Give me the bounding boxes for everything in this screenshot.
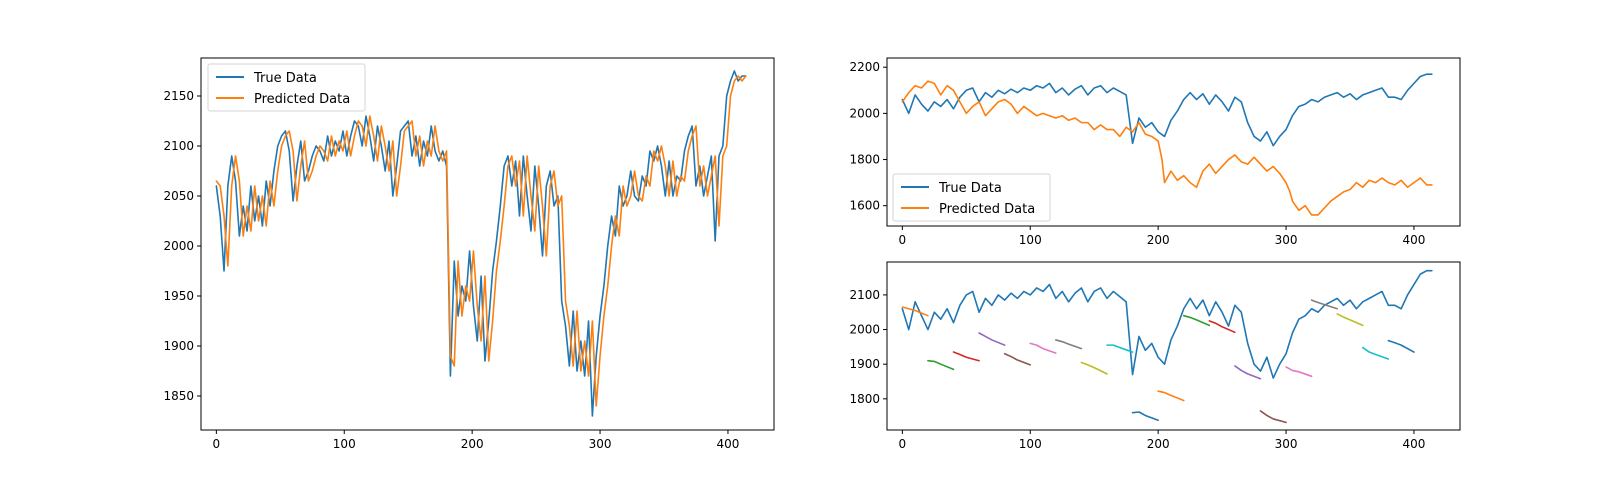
chart-left-y-tick-label: 1950 (163, 289, 194, 303)
chart-left-y-tick-label: 1900 (163, 339, 194, 353)
chart-right-top-x-axis: 0 100 200 300 400 (899, 226, 1426, 247)
chart-right-bottom-x-tick-label: 400 (1403, 437, 1426, 451)
chart-right-bottom-prediction-segment-8 (1080, 361, 1108, 375)
chart-left: 0 100 200 300 400 1850 1900 1950 2000 2050 2100 21… (163, 57, 775, 451)
chart-left-x-tick-label: 200 (461, 437, 484, 451)
chart-right-bottom-y-tick-label: 2100 (849, 288, 880, 302)
chart-right-bottom-prediction-segment-15 (1259, 410, 1287, 424)
chart-right-bottom-y-axis: 1800 1900 2000 2100 (849, 288, 887, 406)
chart-right-bottom-y-tick-label: 1800 (849, 392, 880, 406)
chart-left-x-tick-label: 300 (589, 437, 612, 451)
chart-right-top-y-tick-label: 2000 (849, 106, 880, 120)
chart-left-legend: True Data Predicted Data (207, 63, 366, 112)
chart-right-top-x-tick-label: 400 (1403, 233, 1426, 247)
chart-right-bottom-prediction-segment-17 (1310, 299, 1339, 310)
chart-left-x-tick-label: 0 (213, 437, 221, 451)
chart-left-lines (215, 70, 747, 417)
chart-right-bottom-prediction-segment-10 (1131, 411, 1159, 422)
chart-right-bottom-prediction-segment-12 (1182, 314, 1211, 327)
chart-right-top-legend-box (892, 173, 1051, 222)
chart-left-legend-box (207, 63, 366, 112)
chart-left-series-true-data-line (215, 70, 747, 417)
chart-right-top-lines (901, 73, 1433, 216)
chart-right-top-series-predicted-data-line (901, 80, 1433, 216)
chart-right-bottom-prediction-segment-14 (1234, 365, 1262, 380)
chart-right-bottom-prediction-segment-19 (1361, 346, 1390, 360)
chart-right-top-x-tick-label: 0 (899, 233, 907, 247)
chart-right-bottom: 0 100 200 300 400 1800 1900 2000 2100 (849, 261, 1461, 451)
chart-right-top-y-axis: 1600 1800 2000 2200 (849, 60, 887, 213)
chart-right-top-axes-frame (886, 57, 1461, 227)
chart-right-top-x-tick-label: 100 (1019, 233, 1042, 247)
chart-left-axes-frame (200, 57, 775, 431)
chart-left-y-tick-label: 2000 (163, 239, 194, 253)
chart-left-y-tick-label: 2050 (163, 189, 194, 203)
chart-right-top-x-tick-label: 200 (1147, 233, 1170, 247)
chart-right-bottom-prediction-segment-18 (1336, 313, 1364, 327)
chart-right-top-legend-true-label: True Data (938, 181, 1002, 196)
chart-right-bottom-axes-frame (886, 261, 1461, 431)
chart-right-bottom-y-tick-label: 1900 (849, 357, 880, 371)
chart-right-top-series-true-data-line (901, 73, 1433, 147)
chart-right-bottom-prediction-segment-20 (1387, 339, 1415, 353)
chart-right-bottom-prediction-segment-1 (901, 306, 929, 317)
chart-left-x-tick-label: 400 (717, 437, 740, 451)
chart-right-bottom-prediction-segment-2 (927, 359, 955, 371)
chart-right-bottom-prediction-segment-16 (1285, 366, 1313, 378)
chart-right-bottom-prediction-segment-11 (1157, 390, 1185, 402)
chart-right-bottom-series-true-data-line (901, 269, 1433, 379)
chart-right-bottom-y-tick-label: 2000 (849, 323, 880, 337)
chart-left-y-tick-label: 1850 (163, 389, 194, 403)
chart-left-legend-predicted-label: Predicted Data (254, 92, 350, 107)
chart-right-bottom-prediction-segment-5 (1003, 352, 1032, 366)
chart-left-series-predicted-data-line (215, 75, 747, 407)
chart-right-top: 0 100 200 300 400 1600 1800 2000 2200 True Data… (849, 57, 1461, 247)
chart-right-bottom-prediction-segment-3 (952, 351, 980, 362)
chart-right-bottom-prediction-segment-13 (1208, 320, 1236, 334)
chart-left-y-axis: 1850 1900 1950 2000 2050 2100 2150 (163, 89, 201, 403)
chart-right-bottom-prediction-segment-7 (1055, 339, 1083, 350)
chart-right-bottom-x-tick-label: 100 (1019, 437, 1042, 451)
chart-left-x-axis: 0 100 200 300 400 (213, 430, 740, 451)
chart-left-legend-true-label: True Data (253, 71, 317, 86)
chart-right-bottom-prediction-segment-9 (1106, 344, 1134, 353)
chart-right-top-y-tick-label: 1600 (849, 199, 880, 213)
chart-right-bottom-x-tick-label: 200 (1147, 437, 1170, 451)
chart-right-bottom-x-tick-label: 0 (899, 437, 907, 451)
chart-left-x-tick-label: 100 (333, 437, 356, 451)
chart-left-y-tick-label: 2100 (163, 139, 194, 153)
chart-right-top-legend: True Data Predicted Data (892, 173, 1051, 222)
chart-right-top-y-tick-label: 2200 (849, 60, 880, 74)
chart-right-top-legend-predicted-label: Predicted Data (939, 202, 1035, 217)
chart-left-y-tick-label: 2150 (163, 89, 194, 103)
chart-right-bottom-lines (901, 269, 1433, 424)
chart-right-bottom-prediction-segment-6 (1029, 342, 1057, 354)
chart-right-top-y-tick-label: 1800 (849, 153, 880, 167)
chart-right-bottom-prediction-segment-4 (978, 332, 1006, 346)
chart-right-bottom-x-axis: 0 100 200 300 400 (899, 430, 1426, 451)
chart-right-top-x-tick-label: 300 (1275, 233, 1298, 247)
chart-right-bottom-x-tick-label: 300 (1275, 437, 1298, 451)
